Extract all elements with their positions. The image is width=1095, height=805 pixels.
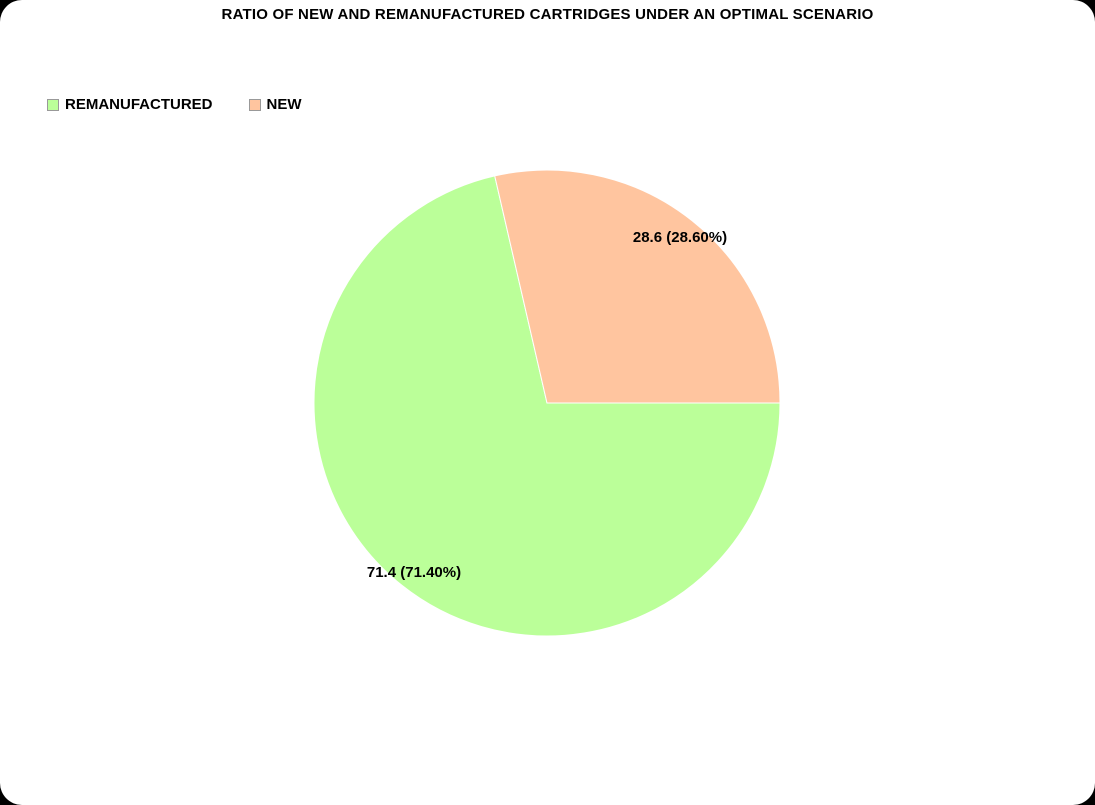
legend-label-remanufactured: REMANUFACTURED <box>65 96 213 113</box>
slice-label-new: 28.6 (28.60%) <box>633 229 727 246</box>
legend: REMANUFACTURED NEW <box>47 96 338 113</box>
chart-title: RATIO OF NEW AND REMANUFACTURED CARTRIDG… <box>221 6 874 23</box>
pie-slice-new <box>494 169 781 404</box>
legend-swatch-remanufactured <box>47 98 59 111</box>
pie-slice-remanufactured <box>313 175 781 637</box>
legend-label-new: NEW <box>266 96 302 113</box>
legend-item-new: NEW <box>248 96 302 113</box>
legend-item-remanufactured: REMANUFACTURED <box>47 96 213 113</box>
slice-label-remanufactured: 71.4 (71.40%) <box>367 564 461 581</box>
legend-swatch-new <box>248 98 261 111</box>
